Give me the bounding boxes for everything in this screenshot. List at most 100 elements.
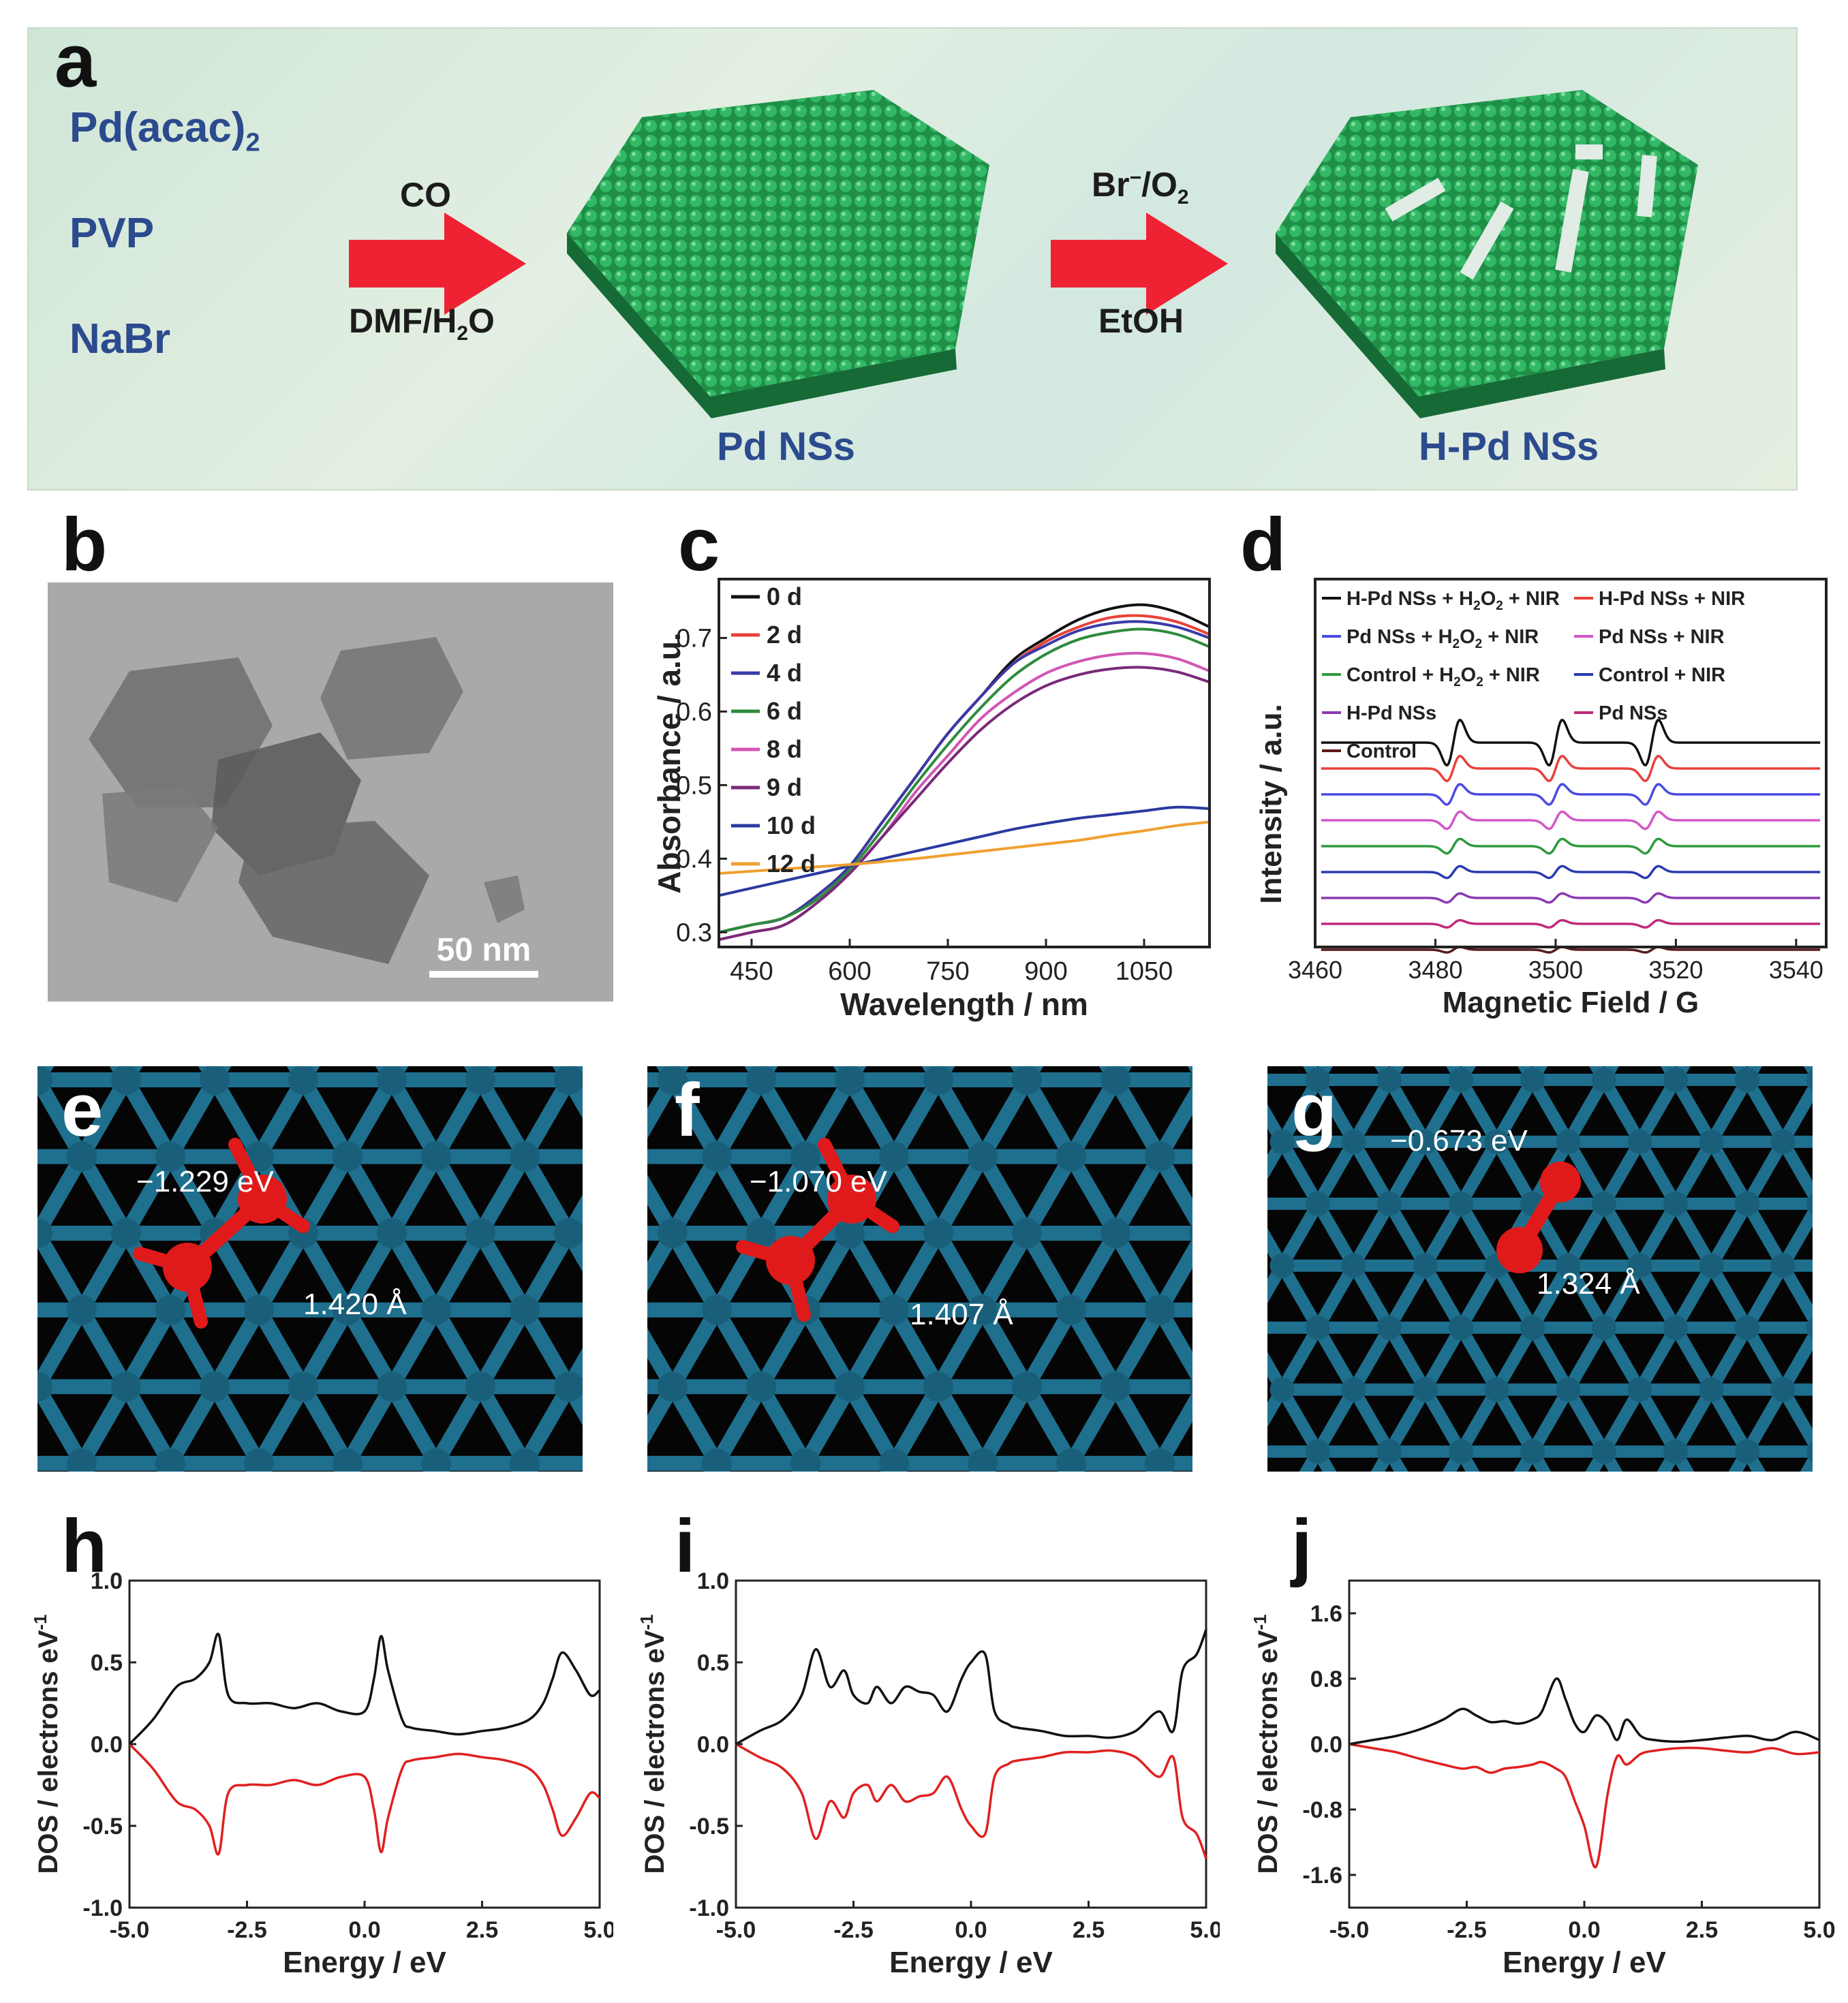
series-line-12d xyxy=(718,820,1210,875)
dos-line-spin-down xyxy=(1349,1743,1820,1869)
y-tick-label: -0.5 xyxy=(689,1814,729,1839)
pd-lattice xyxy=(37,1066,583,1472)
y-tick-label: 0.6 xyxy=(676,698,712,726)
y-tick-label: 0.8 xyxy=(1310,1666,1342,1692)
step1-gas-label: CO xyxy=(400,176,451,214)
legend-label: H-Pd NSs + H2O2 + NIR xyxy=(1346,588,1560,613)
nanosheet-5 xyxy=(102,787,218,903)
o2-molecule xyxy=(1496,1162,1581,1273)
holey-pd-nanosheet-model xyxy=(1276,90,1698,418)
dos-line-spin-up xyxy=(735,1629,1207,1745)
o2-molecule xyxy=(736,1138,899,1322)
y-tick-label: 1.6 xyxy=(1310,1601,1342,1627)
x-axis-label: Energy / eV xyxy=(889,1946,1053,1979)
x-tick-label: -5.0 xyxy=(1329,1917,1370,1943)
series-line-10d xyxy=(718,805,1210,897)
y-tick-label: -0.5 xyxy=(82,1814,123,1839)
x-axis-label: Wavelength / nm xyxy=(840,987,1088,1022)
x-tick-label: 3500 xyxy=(1528,956,1583,984)
esr-trace xyxy=(1321,892,1821,904)
x-tick-label: 3540 xyxy=(1769,956,1823,984)
nanosheet-4 xyxy=(238,821,429,964)
y-tick-label: -1.6 xyxy=(1302,1863,1342,1889)
dos-chart-j: -5.0 -2.5 0.0 2.5 5.0 -1.6 -0.8 0.0 0.8 1.6 Energy… xyxy=(1250,1579,1836,1979)
plot-frame xyxy=(735,1579,1207,1909)
x-axis-label: Energy / eV xyxy=(283,1946,446,1979)
reagent-pd-acac: Pd(acac)2 xyxy=(70,104,260,157)
legend-label: H-Pd NSs xyxy=(1346,702,1436,724)
panel-label-b: b xyxy=(61,503,108,587)
y-tick-label: -0.8 xyxy=(1302,1797,1342,1823)
x-tick-label: 2.5 xyxy=(1686,1917,1718,1943)
y-axis-label: Intensity / a.u. xyxy=(1254,704,1288,903)
tem-micrograph: 50 nm xyxy=(48,583,613,1002)
legend-label: 0 d xyxy=(767,583,802,610)
x-tick-label: 2.5 xyxy=(1073,1917,1105,1943)
step2-solvent-label: EtOH xyxy=(1098,302,1184,340)
dos-chart-i: -5.0 -2.5 0.0 2.5 5.0 -1.0 -0.5 0.0 0.5 1.0 Energy… xyxy=(636,1568,1220,1979)
panel-label-i: i xyxy=(675,1504,696,1588)
plot-frame xyxy=(1314,578,1828,948)
dft-model-g xyxy=(1267,1066,1813,1472)
x-tick-label: 450 xyxy=(730,957,773,986)
plot-frame xyxy=(1348,1579,1821,1909)
adsorption-energy-e: −1.229 eV xyxy=(136,1165,274,1198)
y-axis-label: DOS / electrons eV-1 xyxy=(1250,1614,1283,1874)
dos-line-spin-down xyxy=(735,1743,1207,1859)
y-tick-label: 1.0 xyxy=(91,1568,123,1594)
legend-label: 4 d xyxy=(767,659,802,687)
y-tick-label: 0.0 xyxy=(1310,1732,1342,1758)
legend-label: Pd NSs xyxy=(1599,702,1668,724)
product-pd-nss-label: Pd NSs xyxy=(717,424,856,469)
bond-length-e: 1.420 Å xyxy=(303,1288,407,1321)
legend-label: 2 d xyxy=(767,621,802,649)
y-tick-label: 1.0 xyxy=(697,1568,729,1594)
legend-label: Pd NSs + NIR xyxy=(1599,626,1725,648)
legend-label: 9 d xyxy=(767,773,802,801)
synthesis-scheme-banner: Pd(acac)2 PVP NaBr CO DMF/H2O Br−/O2 EtO… xyxy=(27,27,1798,491)
adsorption-energy-g: −0.673 eV xyxy=(1390,1124,1528,1158)
step1-solvent-label: DMF/H2O xyxy=(349,302,495,345)
x-tick-label: 3460 xyxy=(1288,956,1342,984)
x-tick-label: -5.0 xyxy=(716,1917,756,1943)
x-tick-label: -2.5 xyxy=(227,1917,267,1943)
y-tick-label: 0.0 xyxy=(91,1732,123,1758)
bond-length-f: 1.407 Å xyxy=(910,1298,1013,1331)
x-tick-label: -5.0 xyxy=(110,1917,150,1943)
legend-label: Control xyxy=(1346,741,1417,762)
panel-label-c: c xyxy=(678,503,720,587)
scheme-graphics xyxy=(349,90,1698,418)
tem-image: 50 nm xyxy=(48,583,613,1002)
legend-label: 8 d xyxy=(767,735,802,763)
legend-label: 6 d xyxy=(767,697,802,725)
esr-trace xyxy=(1321,719,1821,766)
esr-trace xyxy=(1321,755,1821,782)
bond-length-g: 1.324 Å xyxy=(1537,1267,1640,1301)
x-tick-label: 0.0 xyxy=(1568,1917,1600,1943)
y-tick-label: 0.0 xyxy=(697,1732,729,1758)
nanosheet-6 xyxy=(484,875,525,923)
y-tick-label: -1.0 xyxy=(689,1895,729,1921)
lattice-g xyxy=(1267,1066,1813,1472)
x-tick-label: 600 xyxy=(828,957,871,986)
pd-lattice xyxy=(647,1066,1192,1472)
x-tick-label: 1050 xyxy=(1115,957,1173,986)
y-tick-label: 0.5 xyxy=(676,771,712,800)
dft-model-f xyxy=(647,1066,1192,1472)
panel-label-h: h xyxy=(61,1504,108,1588)
reaction-arrow-2 xyxy=(1051,213,1228,315)
x-tick-label: 0.0 xyxy=(348,1917,380,1943)
y-tick-label: 0.3 xyxy=(676,918,712,947)
x-axis-label: Magnetic Field / G xyxy=(1443,986,1699,1019)
esr-trace xyxy=(1321,810,1821,830)
x-tick-label: -2.5 xyxy=(833,1917,874,1943)
legend-label: H-Pd NSs + NIR xyxy=(1599,588,1745,610)
lattice-e xyxy=(37,1066,583,1472)
panel-label-a: a xyxy=(55,19,97,103)
y-tick-label: -1.0 xyxy=(82,1895,123,1921)
x-tick-label: 5.0 xyxy=(583,1917,613,1943)
y-tick-label: 0.5 xyxy=(91,1650,123,1676)
y-axis-label: DOS / electrons eV-1 xyxy=(636,1614,670,1874)
legend-label: Pd NSs + H2O2 + NIR xyxy=(1346,626,1539,651)
esr-spectra-chart: 3460 3480 3500 3520 3540 H-Pd NSs + H2O2 + NI… xyxy=(1254,578,1828,1019)
